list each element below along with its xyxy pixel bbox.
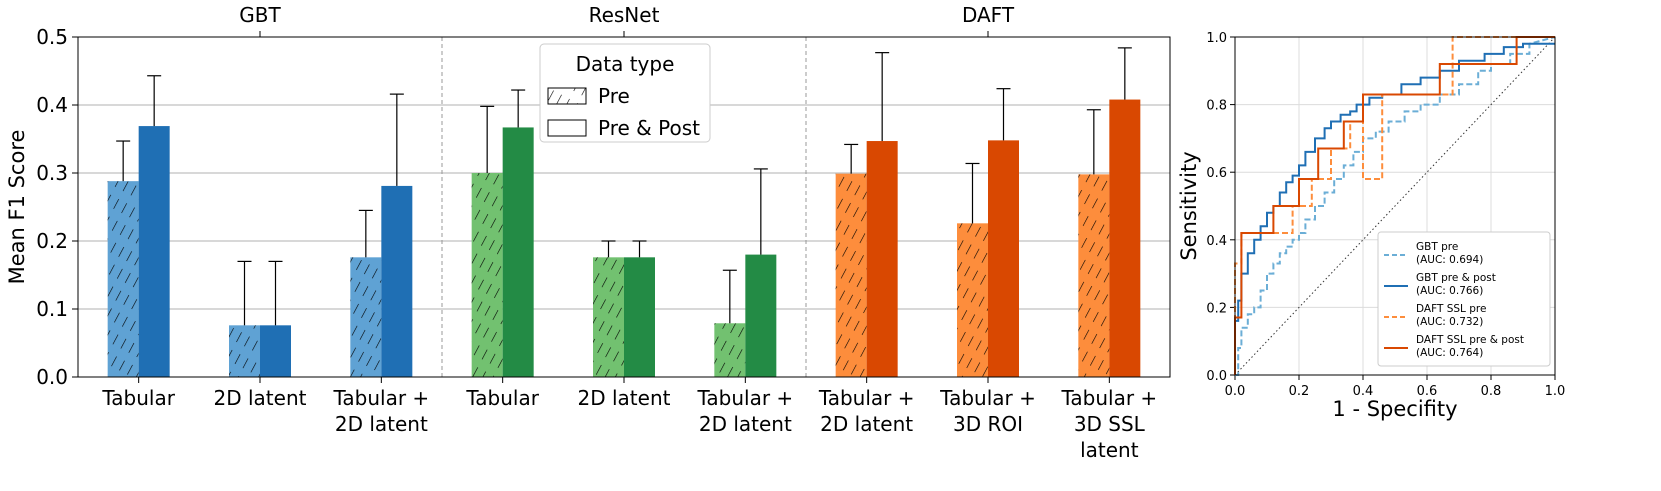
y-tick-label: 0.5 [36, 25, 68, 49]
x-tick-label: 2D latent [214, 386, 307, 410]
group-title: GBT [239, 3, 281, 27]
bar-pre-hatch [107, 181, 139, 377]
roc-y-tick-label: 0.0 [1206, 369, 1227, 384]
x-tick-label: 2D latent [578, 386, 671, 410]
roc-legend-label: DAFT SSL pre & post [1416, 334, 1524, 346]
group-title: ResNet [589, 3, 660, 27]
y-axis-label: Mean F1 Score [5, 130, 29, 285]
roc-frame [1234, 36, 1556, 376]
roc-legend-auc: (AUC: 0.732) [1416, 316, 1483, 328]
group-title: DAFT [962, 3, 1015, 27]
x-tick-label: Tabular + [818, 386, 915, 410]
bar-pre-hatch [957, 223, 988, 377]
roc-y-axis-label: Sensitivity [1177, 151, 1201, 260]
roc-x-tick-label: 1.0 [1545, 384, 1566, 399]
bar-pre-hatch [835, 173, 867, 377]
bar-chart: 0.0 0.1 0.2 0.3 0.4 0.5 Mean F1 Score GBT Tabula… [5, 3, 1171, 462]
legend-label: Pre [598, 84, 630, 108]
legend-label: Pre & Post [598, 116, 700, 140]
bar-pre-hatch [471, 173, 503, 377]
bar-pre-hatch [1078, 174, 1110, 377]
roc-curve [1234, 36, 1555, 375]
roc-curve [1235, 36, 1556, 376]
roc-y-tick-label: 0.4 [1206, 234, 1227, 249]
bar-post [381, 185, 413, 377]
x-tick-label: Tabular + [939, 386, 1036, 410]
x-tick-label: Tabular + [1060, 386, 1157, 410]
roc-y-tick-label: 0.6 [1206, 166, 1227, 181]
plot-frame [77, 36, 1171, 378]
x-tick-label: Tabular + [332, 386, 429, 410]
x-tick-label: 2D latent [820, 412, 913, 436]
x-tick-label: Tabular [465, 386, 539, 410]
roc-chart: 0.0 0.2 0.4 0.6 0.8 1.0 0.0 0.2 0.4 0.6 0.8 1.0 1 - … [1177, 31, 1565, 421]
bar-post [138, 126, 170, 377]
legend-title: Data type [576, 52, 675, 76]
roc-legend-label: GBT pre [1416, 241, 1458, 253]
roc-x-axis-label: 1 - Specifity [1332, 397, 1457, 421]
x-tick-label: 2D latent [335, 412, 428, 436]
bar-post [502, 127, 534, 377]
x-tick-label: 3D SSL [1074, 412, 1146, 436]
roc-legend-label: GBT pre & post [1416, 272, 1496, 284]
bar-pre-hatch [229, 325, 260, 377]
roc-legend-auc: (AUC: 0.764) [1416, 347, 1483, 359]
roc-y-tick-label: 0.2 [1206, 301, 1227, 316]
bar-pre-hatch [714, 323, 746, 377]
roc-legend-auc: (AUC: 0.766) [1416, 285, 1483, 297]
y-tick-label: 0.4 [36, 93, 68, 117]
roc-y-tick-label: 0.8 [1206, 99, 1227, 114]
legend-box [539, 43, 711, 143]
y-tick-label: 0.3 [36, 161, 68, 185]
roc-legend-box [1377, 231, 1551, 367]
x-tick-label: 2D latent [699, 412, 792, 436]
x-tick-label: latent [1080, 438, 1139, 462]
bar-post [988, 140, 1019, 377]
bar-pre-hatch [350, 257, 382, 377]
bar-post [260, 325, 291, 377]
x-tick-label: 3D ROI [953, 412, 1023, 436]
chance-diagonal [1234, 36, 1556, 376]
roc-x-tick-label: 0.4 [1353, 384, 1374, 399]
bar-post [866, 141, 898, 377]
y-tick-label: 0.0 [36, 365, 68, 389]
y-tick-label: 0.1 [36, 297, 68, 321]
legend-swatch [547, 119, 587, 137]
x-tick-label: Tabular + [696, 386, 793, 410]
roc-y-tick-label: 1.0 [1206, 31, 1227, 46]
roc-x-tick-label: 0.2 [1289, 384, 1310, 399]
roc-x-tick-label: 0.6 [1417, 384, 1438, 399]
roc-legend-auc: (AUC: 0.694) [1416, 254, 1483, 266]
bar-pre-hatch [593, 257, 624, 377]
x-tick-label: Tabular [101, 386, 175, 410]
bar-post [624, 257, 655, 377]
roc-legend-label: DAFT SSL pre [1416, 303, 1486, 315]
roc-x-tick-label: 0.0 [1225, 384, 1246, 399]
roc-x-tick-label: 0.8 [1481, 384, 1502, 399]
bar-post [1109, 99, 1141, 377]
bar-post [745, 254, 777, 377]
legend-swatch-hatch [548, 88, 586, 104]
y-tick-label: 0.2 [36, 229, 68, 253]
